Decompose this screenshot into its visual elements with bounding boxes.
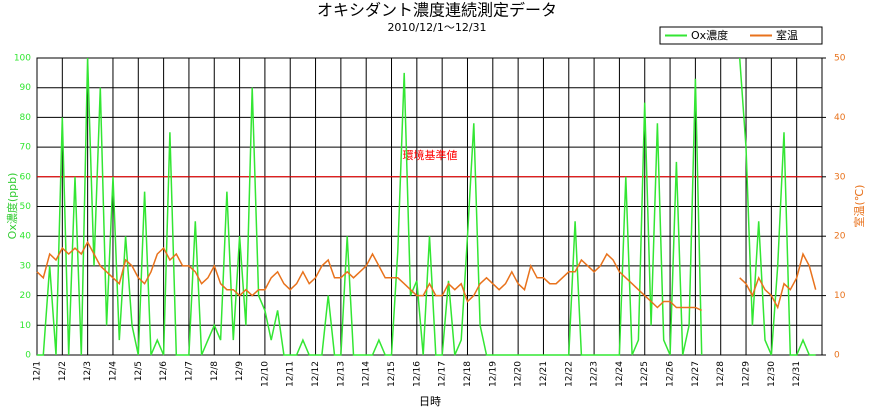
x-tick-label: 12/28	[716, 361, 726, 387]
x-tick-label: 12/4	[108, 361, 118, 381]
x-tick-label: 12/24	[615, 361, 625, 387]
series-line	[36, 240, 817, 312]
x-tick-label: 12/26	[666, 361, 676, 387]
y2-tick-label: 20	[834, 232, 846, 242]
y2-tick-label: 30	[834, 172, 846, 182]
x-tick-label: 12/11	[286, 361, 296, 387]
y-tick-label: 0	[25, 351, 31, 361]
y2-tick-label: 40	[834, 113, 846, 123]
reference-label: 環境基準値	[403, 148, 458, 162]
y-tick-label: 90	[20, 83, 32, 93]
x-tick-label: 12/25	[640, 361, 650, 387]
y-tick-label: 50	[20, 202, 32, 212]
chart-title: オキシダント濃度連続測定データ	[317, 1, 557, 20]
x-tick-label: 12/8	[210, 361, 220, 381]
y2-axis-title: 室温(℃)	[852, 185, 866, 228]
x-tick-label: 12/19	[488, 361, 498, 387]
y2-tick-label: 0	[834, 351, 840, 361]
x-tick-label: 12/6	[159, 361, 169, 381]
y-tick-label: 40	[20, 232, 32, 242]
plot-frame	[36, 57, 823, 356]
x-tick-label: 12/27	[691, 361, 701, 387]
x-tick-label: 12/7	[184, 361, 194, 381]
x-tick-label: 12/18	[463, 361, 473, 387]
x-tick-label: 12/1	[33, 361, 43, 381]
legend-label: Ox濃度	[691, 28, 728, 42]
legend-box	[659, 26, 823, 45]
x-tick-label: 12/12	[311, 361, 321, 387]
y2-tick-label: 50	[834, 54, 846, 64]
x-tick-label: 12/10	[260, 361, 270, 387]
x-tick-label: 12/23	[590, 361, 600, 387]
x-tick-label: 12/16	[412, 361, 422, 387]
x-tick-label: 12/31	[792, 361, 802, 387]
x-tick-label: 12/20	[514, 361, 524, 387]
x-tick-label: 12/2	[58, 361, 68, 381]
x-tick-label: 12/30	[767, 361, 777, 387]
x-tick-label: 12/29	[742, 361, 752, 387]
series-line	[37, 57, 816, 356]
x-tick-label: 12/13	[336, 361, 346, 387]
y-axis-title: Ox濃度(ppb)	[5, 173, 19, 240]
y-tick-label: 70	[20, 143, 32, 153]
x-tick-label: 12/15	[387, 361, 397, 387]
x-tick-label: 12/9	[235, 361, 245, 381]
chart-subtitle: 2010/12/1～12/31	[387, 21, 486, 34]
y-tick-label: 30	[20, 261, 32, 271]
legend-label: 室温	[776, 28, 798, 42]
y-tick-label: 80	[20, 113, 32, 123]
x-tick-label: 12/22	[564, 361, 574, 387]
x-tick-label: 12/14	[362, 361, 372, 387]
y-tick-label: 60	[20, 172, 32, 182]
x-tick-label: 12/5	[134, 361, 144, 381]
y2-tick-label: 10	[834, 291, 846, 301]
y-tick-label: 100	[14, 54, 31, 64]
x-tick-label: 12/21	[539, 361, 549, 387]
x-axis-title: 日時	[419, 395, 441, 408]
y-tick-label: 20	[20, 291, 32, 301]
x-tick-label: 12/3	[83, 361, 93, 381]
x-tick-label: 12/17	[438, 361, 448, 387]
y-tick-label: 10	[20, 321, 32, 331]
